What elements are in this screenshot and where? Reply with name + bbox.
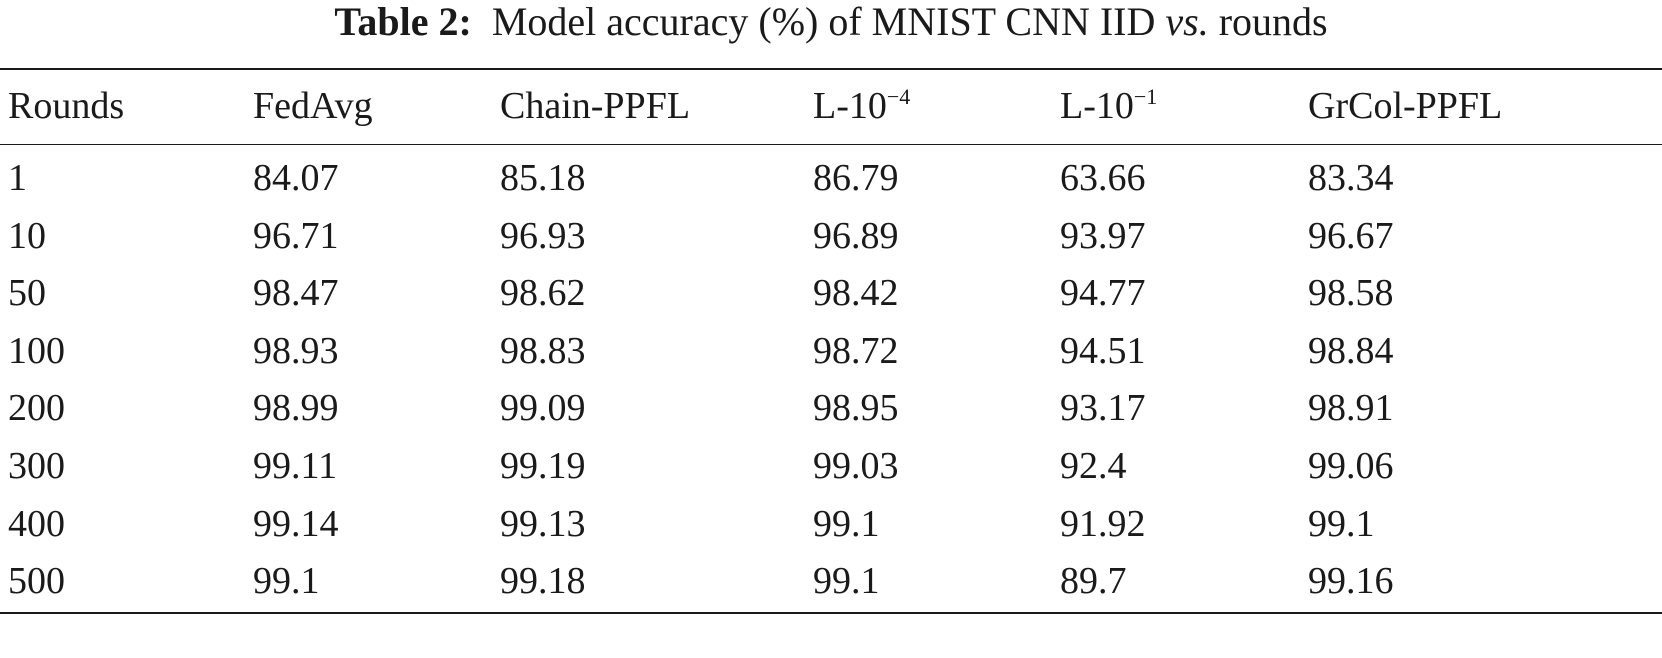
caption: Table 2: Model accuracy (%) of MNIST CNN… xyxy=(0,0,1662,44)
header-text: L-10 xyxy=(813,85,887,127)
header-superscript: −1 xyxy=(1133,84,1158,109)
table-cell: 86.79 xyxy=(813,157,899,199)
table-cell: 99.1 xyxy=(1308,502,1375,545)
table-cell: 94.51 xyxy=(1060,329,1146,372)
table-cell: 99.13 xyxy=(500,502,586,545)
header-text: GrCol-PPFL xyxy=(1308,85,1503,127)
table-cell: 96.71 xyxy=(253,214,339,257)
table-cell: 98.91 xyxy=(1308,387,1394,430)
table-cell: 96.67 xyxy=(1308,214,1394,257)
bottom-rule xyxy=(0,612,1662,614)
header-cell: FedAvg xyxy=(253,84,373,128)
table-cell: 200 xyxy=(8,387,65,430)
table-cell: 99.03 xyxy=(813,445,899,487)
table-cell: 94.77 xyxy=(1060,272,1146,315)
table-cell: 98.72 xyxy=(813,329,899,372)
table-cell: 98.42 xyxy=(813,272,899,315)
caption-tail: rounds xyxy=(1218,0,1328,44)
table-cell: 98.93 xyxy=(253,329,339,372)
table-cell: 99.19 xyxy=(500,445,586,487)
caption-label: Table 2: xyxy=(334,0,472,44)
table-cell: 99.1 xyxy=(253,560,320,603)
header-cell: L-10−1 xyxy=(1060,84,1157,128)
header-text: L-10 xyxy=(1060,85,1134,127)
table-cell: 91.92 xyxy=(1060,502,1146,545)
table-cell: 89.7 xyxy=(1060,560,1127,603)
table-cell: 10 xyxy=(8,214,46,257)
header-cell: Chain-PPFL xyxy=(500,84,690,128)
header-cell: Rounds xyxy=(8,84,124,128)
header-rule xyxy=(0,144,1662,145)
table-cell: 85.18 xyxy=(500,157,586,199)
table-cell: 100 xyxy=(8,329,65,372)
table-cell: 99.1 xyxy=(813,502,880,545)
table-cell: 92.4 xyxy=(1060,445,1127,487)
table-cell: 83.34 xyxy=(1308,157,1394,199)
table-cell: 98.58 xyxy=(1308,272,1394,315)
table-cell: 300 xyxy=(8,445,65,487)
table-cell: 63.66 xyxy=(1060,157,1146,199)
caption-italic: vs. xyxy=(1165,0,1209,44)
header-text: FedAvg xyxy=(253,85,373,127)
table-cell: 98.47 xyxy=(253,272,339,315)
table-cell: 50 xyxy=(8,272,46,315)
table-cell: 500 xyxy=(8,560,65,603)
table-cell: 93.97 xyxy=(1060,214,1146,257)
caption-text: Model accuracy (%) of MNIST CNN IID xyxy=(491,0,1156,44)
table-cell: 400 xyxy=(8,502,65,545)
table-cell: 99.1 xyxy=(813,560,880,603)
header-text: Rounds xyxy=(8,85,125,127)
top-rule xyxy=(0,68,1662,70)
table-cell: 96.93 xyxy=(500,214,586,257)
table-cell: 99.06 xyxy=(1308,445,1394,487)
table-cell: 99.11 xyxy=(253,445,338,487)
table-cell: 98.84 xyxy=(1308,329,1394,372)
header-cell: GrCol-PPFL xyxy=(1308,84,1502,128)
header-superscript: −4 xyxy=(886,84,911,109)
table-cell: 99.14 xyxy=(253,502,339,545)
header-text: Chain-PPFL xyxy=(500,85,691,127)
table-cell: 96.89 xyxy=(813,214,899,257)
header-cell: L-10−4 xyxy=(813,84,910,128)
table-cell: 93.17 xyxy=(1060,387,1146,430)
table-cell: 99.16 xyxy=(1308,560,1394,603)
table-cell: 98.99 xyxy=(253,387,339,430)
table-cell: 98.95 xyxy=(813,387,899,430)
table-cell: 98.83 xyxy=(500,329,586,372)
table-cell: 98.62 xyxy=(500,272,586,315)
table-cell: 99.09 xyxy=(500,387,586,430)
table-cell: 99.18 xyxy=(500,560,586,603)
table-cell: 1 xyxy=(8,157,27,199)
table-cell: 84.07 xyxy=(253,157,339,199)
